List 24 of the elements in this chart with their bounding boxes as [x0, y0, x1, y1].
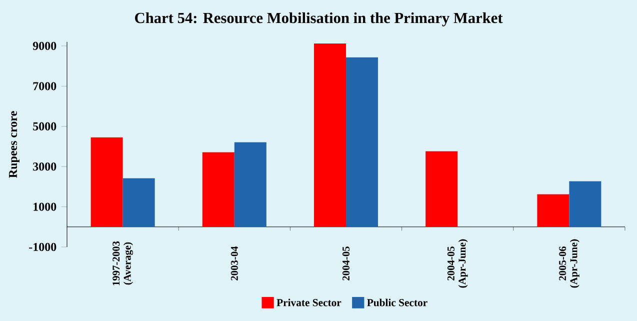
- bar: [426, 151, 458, 227]
- y-tick-label: 5000: [33, 122, 56, 130]
- chart-title: Chart 54: Resource Mobilisation in the Primary Market: [135, 12, 503, 26]
- x-tick-label: 2003-04: [230, 246, 238, 280]
- bar: [90, 137, 123, 227]
- legend-label: Public Sector: [367, 298, 428, 306]
- y-tick-label: 9000: [32, 42, 56, 50]
- y-tick-label: -1000: [29, 242, 56, 252]
- x-tick-label: 1997-2003 (Average): [112, 241, 134, 286]
- bar: [122, 178, 155, 227]
- y-tick-label: 3000: [33, 162, 56, 171]
- bar: [537, 194, 570, 227]
- bar: [569, 181, 602, 227]
- bar: [234, 142, 266, 227]
- x-tick-label: 2004-05: [342, 246, 350, 280]
- bar: [346, 57, 378, 227]
- legend-label: Private Sector: [276, 298, 342, 306]
- x-tick-label: 2004-05 (Apr-June): [447, 239, 468, 288]
- bar: [202, 152, 234, 227]
- y-tick-label: 7000: [33, 82, 56, 90]
- y-axis-title: Rupees crore: [9, 111, 20, 178]
- x-tick-label: 2005-06 (Apr-June): [559, 239, 580, 288]
- bar: [314, 44, 346, 227]
- y-tick-label: 1000: [34, 202, 56, 211]
